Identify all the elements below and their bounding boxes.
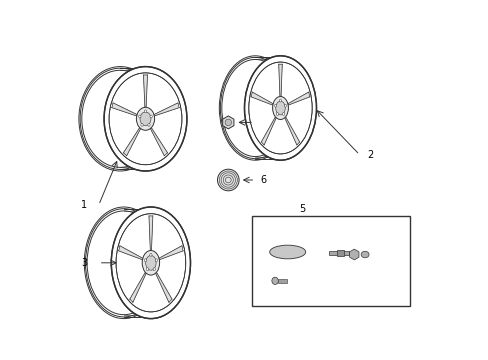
Ellipse shape — [153, 268, 155, 271]
Polygon shape — [149, 216, 152, 250]
Ellipse shape — [282, 113, 284, 116]
Ellipse shape — [249, 64, 310, 152]
Polygon shape — [261, 117, 275, 145]
Polygon shape — [150, 128, 167, 156]
Ellipse shape — [104, 67, 186, 171]
Polygon shape — [112, 103, 136, 116]
Text: 2: 2 — [366, 150, 372, 160]
Ellipse shape — [139, 115, 141, 118]
Ellipse shape — [144, 259, 146, 262]
Ellipse shape — [136, 107, 154, 130]
Polygon shape — [154, 103, 179, 116]
Polygon shape — [285, 117, 299, 145]
Ellipse shape — [244, 56, 316, 160]
Bar — [278, 279, 287, 283]
Ellipse shape — [276, 113, 278, 116]
Text: 4: 4 — [260, 117, 266, 127]
Bar — [251, 216, 409, 306]
Ellipse shape — [275, 101, 285, 115]
Ellipse shape — [144, 110, 146, 113]
Ellipse shape — [147, 123, 150, 126]
Ellipse shape — [149, 253, 152, 256]
Ellipse shape — [142, 251, 159, 275]
Text: 5: 5 — [298, 204, 305, 214]
Ellipse shape — [150, 115, 152, 118]
Polygon shape — [222, 116, 233, 129]
Ellipse shape — [272, 96, 288, 120]
Circle shape — [217, 169, 239, 191]
Ellipse shape — [145, 256, 156, 270]
Bar — [328, 251, 348, 255]
Ellipse shape — [361, 251, 368, 258]
Ellipse shape — [111, 207, 190, 319]
Text: 1: 1 — [81, 200, 87, 210]
Ellipse shape — [274, 104, 276, 107]
Polygon shape — [278, 64, 282, 96]
Ellipse shape — [117, 215, 184, 310]
Polygon shape — [251, 92, 272, 105]
Bar — [336, 250, 344, 256]
Ellipse shape — [140, 112, 151, 126]
Ellipse shape — [284, 104, 286, 107]
Polygon shape — [123, 128, 140, 156]
Polygon shape — [159, 246, 183, 260]
Ellipse shape — [110, 75, 181, 163]
Polygon shape — [287, 92, 309, 105]
Polygon shape — [130, 273, 145, 302]
Ellipse shape — [155, 259, 157, 262]
Ellipse shape — [269, 245, 305, 259]
Ellipse shape — [279, 99, 281, 102]
Ellipse shape — [141, 123, 143, 126]
Circle shape — [224, 119, 231, 126]
Text: 6: 6 — [260, 175, 266, 185]
Polygon shape — [156, 273, 172, 302]
Polygon shape — [143, 75, 147, 107]
Polygon shape — [349, 249, 358, 260]
Text: 3: 3 — [81, 258, 87, 268]
Ellipse shape — [146, 268, 148, 271]
Ellipse shape — [271, 277, 278, 284]
Polygon shape — [119, 246, 142, 260]
